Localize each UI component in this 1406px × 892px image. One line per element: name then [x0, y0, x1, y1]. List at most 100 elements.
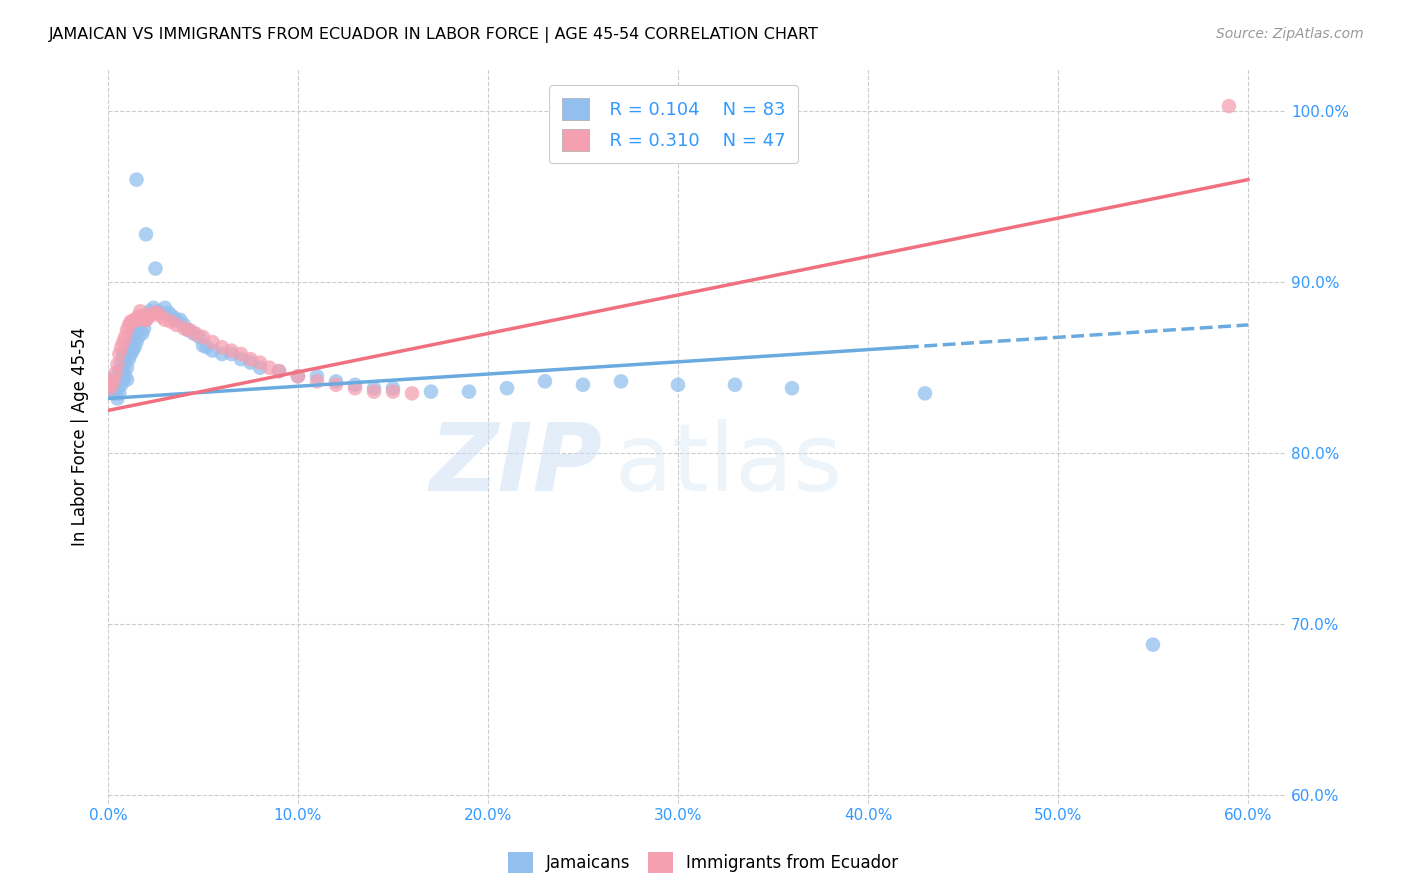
Point	[420, 384, 443, 399]
Point	[165, 318, 187, 332]
Point	[382, 381, 405, 395]
Point	[305, 369, 328, 384]
Point	[159, 314, 181, 328]
Point	[610, 375, 633, 389]
Text: Source: ZipAtlas.com: Source: ZipAtlas.com	[1216, 27, 1364, 41]
Point	[115, 347, 138, 361]
Point	[125, 321, 148, 335]
Point	[121, 343, 143, 358]
Point	[188, 330, 211, 344]
Point	[239, 352, 262, 367]
Point	[118, 352, 141, 367]
Point	[153, 313, 176, 327]
Point	[211, 340, 233, 354]
Point	[124, 326, 146, 341]
Point	[101, 384, 124, 399]
Point	[146, 304, 169, 318]
Point	[131, 313, 153, 327]
Point	[112, 373, 135, 387]
Point	[179, 323, 201, 337]
Point	[666, 377, 689, 392]
Point	[150, 310, 173, 324]
Point	[146, 306, 169, 320]
Legend: Jamaicans, Immigrants from Ecuador: Jamaicans, Immigrants from Ecuador	[502, 846, 904, 880]
Point	[572, 377, 595, 392]
Point	[229, 347, 252, 361]
Point	[780, 381, 803, 395]
Point	[101, 377, 124, 392]
Point	[184, 326, 207, 341]
Point	[139, 310, 162, 324]
Point	[201, 334, 224, 349]
Point	[103, 373, 125, 387]
Point	[125, 313, 148, 327]
Point	[108, 386, 131, 401]
Point	[135, 313, 157, 327]
Point	[211, 347, 233, 361]
Point	[104, 386, 127, 401]
Point	[107, 392, 129, 406]
Point	[115, 360, 138, 375]
Point	[129, 304, 152, 318]
Point	[305, 375, 328, 389]
Point	[382, 384, 405, 399]
Point	[221, 343, 243, 358]
Point	[107, 381, 129, 395]
Point	[162, 310, 184, 324]
Point	[129, 314, 152, 328]
Point	[112, 364, 135, 378]
Point	[363, 381, 385, 395]
Point	[142, 301, 165, 315]
Point	[229, 352, 252, 367]
Point	[534, 375, 557, 389]
Point	[125, 334, 148, 349]
Point	[914, 386, 936, 401]
Point	[120, 334, 142, 349]
Point	[103, 386, 125, 401]
Point	[135, 313, 157, 327]
Point	[157, 306, 180, 320]
Point	[124, 313, 146, 327]
Point	[169, 313, 191, 327]
Point	[150, 306, 173, 320]
Point	[107, 373, 129, 387]
Point	[112, 347, 135, 361]
Point	[121, 314, 143, 328]
Point	[118, 318, 141, 332]
Point	[142, 306, 165, 320]
Point	[145, 261, 167, 276]
Point	[127, 318, 149, 332]
Point	[110, 364, 132, 378]
Point	[496, 381, 519, 395]
Point	[124, 340, 146, 354]
Point	[183, 326, 205, 341]
Point	[110, 355, 132, 369]
Point	[132, 321, 155, 335]
Point	[343, 381, 366, 395]
Point	[267, 364, 290, 378]
Point	[114, 369, 136, 384]
Point	[120, 347, 142, 361]
Point	[114, 330, 136, 344]
Text: JAMAICAN VS IMMIGRANTS FROM ECUADOR IN LABOR FORCE | AGE 45-54 CORRELATION CHART: JAMAICAN VS IMMIGRANTS FROM ECUADOR IN L…	[49, 27, 820, 43]
Point	[127, 310, 149, 324]
Point	[103, 377, 125, 392]
Point	[221, 347, 243, 361]
Point	[104, 373, 127, 387]
Point	[173, 321, 195, 335]
Point	[259, 360, 281, 375]
Point	[127, 330, 149, 344]
Point	[287, 369, 309, 384]
Point	[191, 338, 214, 352]
Point	[107, 357, 129, 371]
Point	[267, 364, 290, 378]
Point	[125, 172, 148, 186]
Point	[108, 364, 131, 378]
Point	[104, 366, 127, 380]
Point	[724, 377, 747, 392]
Point	[114, 355, 136, 369]
Legend:   R = 0.104    N = 83,   R = 0.310    N = 47: R = 0.104 N = 83, R = 0.310 N = 47	[548, 85, 799, 163]
Point	[1142, 638, 1164, 652]
Point	[98, 381, 121, 395]
Point	[135, 227, 157, 242]
